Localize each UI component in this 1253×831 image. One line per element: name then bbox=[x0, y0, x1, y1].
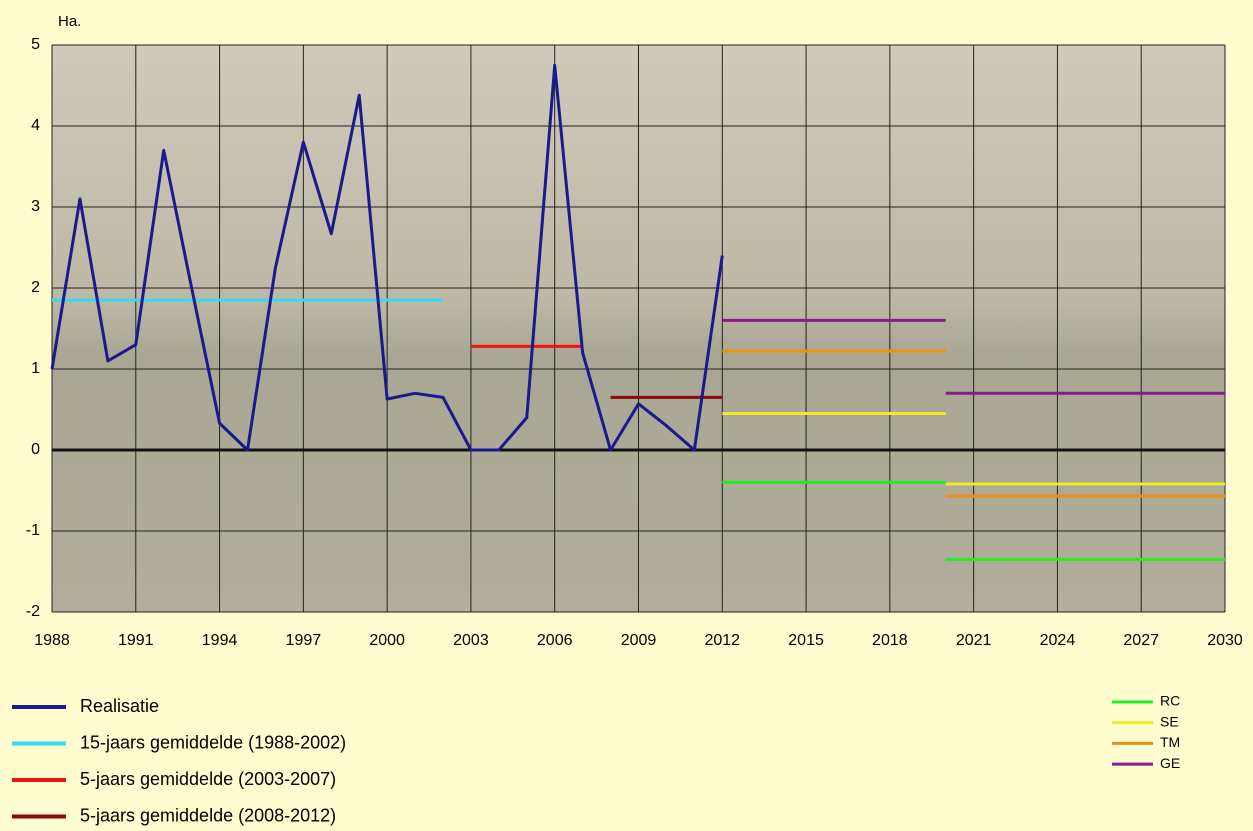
x-tick-label: 2024 bbox=[1040, 632, 1076, 649]
y-tick-label: 4 bbox=[31, 117, 40, 134]
y-tick-label: -1 bbox=[26, 522, 40, 539]
legend-label: 15-jaars gemiddelde (1988-2002) bbox=[80, 732, 346, 752]
legend-label: 5-jaars gemiddelde (2003-2007) bbox=[80, 769, 336, 789]
x-tick-label: 2009 bbox=[621, 632, 657, 649]
x-tick-label: 2006 bbox=[537, 632, 573, 649]
x-tick-label: 1991 bbox=[118, 632, 154, 649]
y-tick-label: -2 bbox=[26, 603, 40, 620]
x-tick-label: 2012 bbox=[704, 632, 740, 649]
y-tick-label: 3 bbox=[31, 198, 40, 215]
y-tick-label: 0 bbox=[31, 441, 40, 458]
legend-label: SE bbox=[1160, 713, 1179, 729]
y-tick-label: 5 bbox=[31, 36, 40, 53]
x-tick-label: 2018 bbox=[872, 632, 908, 649]
y-tick-label: 2 bbox=[31, 279, 40, 296]
x-tick-label: 2000 bbox=[369, 632, 405, 649]
legend-label: RC bbox=[1160, 693, 1180, 709]
x-tick-label: 1994 bbox=[202, 632, 238, 649]
legend-label: GE bbox=[1160, 755, 1180, 771]
x-tick-label: 2003 bbox=[453, 632, 489, 649]
x-tick-label: 2021 bbox=[956, 632, 992, 649]
y-tick-label: 1 bbox=[31, 360, 40, 377]
legend-label: 5-jaars gemiddelde (2008-2012) bbox=[80, 805, 336, 825]
x-tick-label: 2027 bbox=[1123, 632, 1159, 649]
legend-label: Realisatie bbox=[80, 696, 159, 716]
x-tick-label: 1997 bbox=[286, 632, 322, 649]
chart: Ha. -2 -1 0 1 2 3 4 5 1988 1991 1994 1997 2000 2003 20… bbox=[0, 0, 1253, 831]
x-tick-label: 1988 bbox=[34, 632, 70, 649]
y-axis-label: Ha. bbox=[58, 13, 81, 30]
x-tick-label: 2030 bbox=[1207, 632, 1243, 649]
legend-label: TM bbox=[1160, 734, 1180, 750]
x-tick-label: 2015 bbox=[788, 632, 824, 649]
